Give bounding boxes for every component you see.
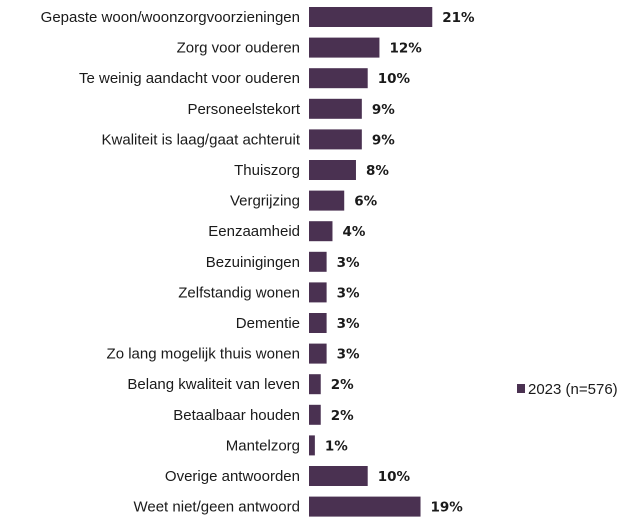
category-label: Te weinig aandacht voor ouderen — [79, 70, 300, 87]
bar — [309, 68, 368, 89]
bar — [309, 251, 327, 272]
bar — [309, 282, 327, 303]
category-label: Betaalbaar houden — [173, 407, 300, 424]
category-label: Kwaliteit is laag/gaat achteruit — [102, 131, 301, 148]
category-label: Mantelzorg — [226, 437, 300, 454]
bar — [309, 221, 333, 242]
value-labels-group: 21% 12% 10% 9% 9% 8% 6% 4% 3% 3% 3% 3% 2% 2% 1% 10% 19% — [325, 10, 475, 516]
category-label: Overige antwoorden — [165, 468, 300, 485]
category-label: Weet niet/geen antwoord — [133, 499, 300, 516]
legend: 2023 (n=576) — [517, 381, 618, 398]
value-label: 21% — [442, 10, 475, 26]
legend-label: 2023 (n=576) — [528, 381, 618, 398]
category-label: Thuiszorg — [234, 162, 300, 179]
value-label: 3% — [337, 316, 360, 332]
value-label: 8% — [366, 163, 389, 179]
bar — [309, 343, 327, 364]
bar — [309, 37, 380, 58]
bar — [309, 404, 321, 425]
value-label: 3% — [337, 347, 360, 363]
category-label: Personeelstekort — [187, 101, 300, 118]
value-label: 3% — [337, 255, 360, 271]
category-label: Dementie — [236, 315, 300, 332]
legend-swatch — [517, 384, 525, 393]
value-label: 3% — [337, 285, 360, 301]
value-label: 9% — [372, 102, 395, 118]
bar — [309, 190, 345, 211]
value-label: 2% — [331, 377, 354, 393]
category-label: Gepaste woon/woonzorgvoorzieningen — [41, 9, 300, 26]
category-label: Vergrijzing — [230, 193, 300, 210]
value-label: 9% — [372, 132, 395, 148]
bars-group — [309, 7, 433, 517]
value-label: 10% — [378, 469, 411, 485]
category-label: Zo lang mogelijk thuis wonen — [107, 346, 300, 363]
bar — [309, 160, 356, 180]
category-label: Zelfstandig wonen — [178, 284, 300, 301]
value-label: 1% — [325, 438, 348, 454]
bar — [309, 374, 321, 395]
bar — [309, 7, 433, 27]
value-label: 4% — [342, 224, 365, 240]
bar — [309, 466, 368, 486]
value-label: 12% — [389, 41, 422, 57]
category-labels-group: Gepaste woon/woonzorgvoorzieningen Zorg v… — [41, 9, 301, 516]
bar — [309, 98, 362, 119]
bar — [309, 496, 421, 517]
category-label: Bezuinigingen — [206, 254, 300, 271]
value-label: 19% — [431, 500, 464, 516]
value-label: 6% — [354, 194, 377, 210]
category-label: Eenzaamheid — [208, 223, 300, 240]
category-label: Zorg voor ouderen — [177, 40, 300, 57]
value-label: 2% — [331, 408, 354, 424]
bar — [309, 129, 362, 150]
bar — [309, 435, 315, 456]
bar — [309, 313, 327, 333]
value-label: 10% — [378, 71, 411, 87]
category-label: Belang kwaliteit van leven — [127, 376, 300, 393]
